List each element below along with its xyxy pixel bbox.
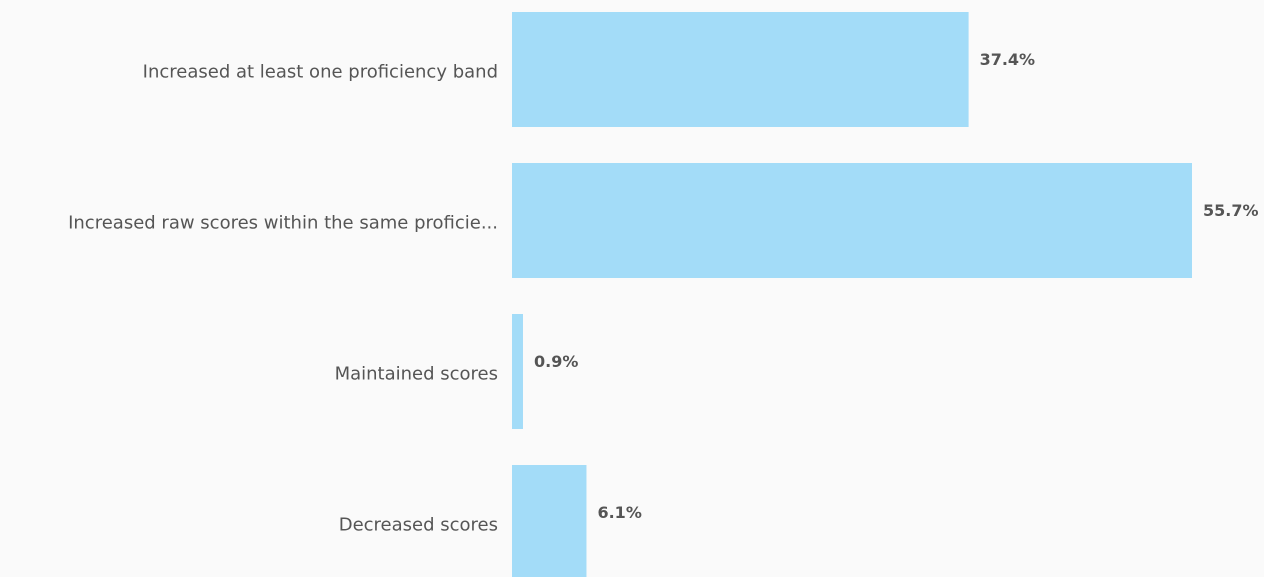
value-label: 37.4% bbox=[980, 50, 1036, 69]
bar bbox=[512, 12, 969, 127]
category-label: Increased at least one proficiency band bbox=[143, 62, 498, 83]
category-label: Increased raw scores within the same pro… bbox=[68, 213, 498, 234]
bar bbox=[512, 314, 523, 429]
value-label: 0.9% bbox=[534, 352, 578, 371]
category-label: Decreased scores bbox=[339, 515, 498, 536]
bar bbox=[512, 465, 587, 577]
bar bbox=[512, 163, 1192, 278]
value-label: 55.7% bbox=[1203, 201, 1259, 220]
value-label: 6.1% bbox=[597, 503, 641, 522]
category-label: Maintained scores bbox=[335, 364, 498, 385]
